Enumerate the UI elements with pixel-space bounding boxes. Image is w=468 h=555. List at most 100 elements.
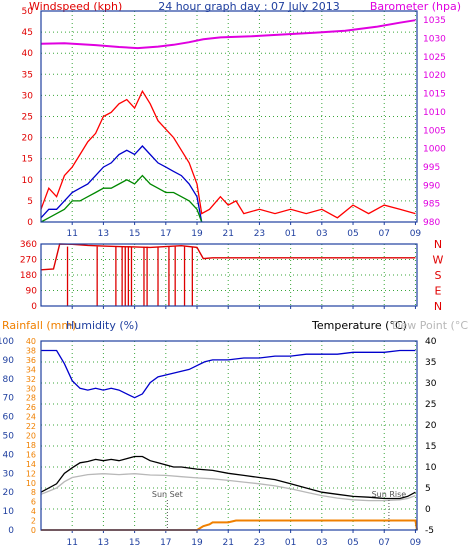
temp-tick-label: 5 xyxy=(425,484,431,494)
rain-tick-label: 4 xyxy=(31,507,36,516)
x-tick-label: 23 xyxy=(254,229,265,239)
humidity-tick-label: 30 xyxy=(3,469,15,479)
rain-tick-label: 40 xyxy=(26,337,36,346)
y2-tick-label: 1020 xyxy=(423,71,446,81)
rain-tick-label: 12 xyxy=(26,469,36,478)
temp-tick-label: -5 xyxy=(425,526,434,536)
temp-tick-label: 35 xyxy=(425,358,436,368)
rain-tick-label: 36 xyxy=(26,356,36,365)
series-rainfall xyxy=(41,519,418,531)
y-tick-label: 15 xyxy=(22,155,33,165)
humidity-tick-label: 80 xyxy=(3,375,15,385)
rain-tick-label: 24 xyxy=(26,413,36,422)
rainfall-axis-label: Rainfall (mm) xyxy=(2,319,76,332)
y-tick-label: 40 xyxy=(22,49,34,59)
x-tick-label: 05 xyxy=(347,538,358,548)
temp-tick-label: 30 xyxy=(425,379,437,389)
barometer-axis-label: Barometer (hpa) xyxy=(370,0,461,13)
y-tick-label: 360 xyxy=(20,240,37,250)
x-tick-label: 21 xyxy=(222,229,233,239)
x-tick-label: 15 xyxy=(129,229,140,239)
series-barometer xyxy=(40,19,416,50)
humidity-tick-label: 50 xyxy=(3,432,15,442)
rain-tick-label: 14 xyxy=(26,460,36,469)
direction-letter: W xyxy=(433,254,444,267)
y-tick-label: 0 xyxy=(27,218,33,228)
x-tick-label: 03 xyxy=(316,229,327,239)
temp-tick-label: 0 xyxy=(425,505,431,515)
series-wind-low xyxy=(40,174,203,223)
rain-tick-label: 28 xyxy=(26,394,36,403)
y-tick-label: 0 xyxy=(31,302,37,312)
y-tick-label: 180 xyxy=(20,271,37,281)
x-tick-label: 15 xyxy=(129,538,140,548)
y2-tick-label: 1005 xyxy=(423,126,446,136)
sunrise-label: Sun Rise xyxy=(372,490,407,499)
humidity-tick-label: 0 xyxy=(8,526,14,536)
wind-panel-frame xyxy=(40,10,418,223)
y-tick-label: 270 xyxy=(20,256,37,266)
rain-tick-label: 0 xyxy=(31,526,36,535)
direction-letter: N xyxy=(434,300,442,313)
rain-tick-label: 34 xyxy=(26,365,36,374)
temperature-axis-label: Temperature (°C) xyxy=(311,319,407,332)
y2-tick-label: 1030 xyxy=(423,35,446,45)
rain-tick-label: 6 xyxy=(31,498,36,507)
x-tick-label: 17 xyxy=(160,538,171,548)
x-tick-label: 07 xyxy=(379,229,390,239)
y-tick-label: 90 xyxy=(26,287,38,297)
dewpoint-axis-label: Dew Point (°C) xyxy=(392,319,468,332)
rain-tick-label: 38 xyxy=(26,346,36,355)
humidity-tick-label: 10 xyxy=(3,507,15,517)
y2-tick-label: 1000 xyxy=(423,145,446,155)
humidity-tick-label: 100 xyxy=(0,337,14,347)
y-tick-label: 30 xyxy=(22,91,34,101)
x-tick-label: 23 xyxy=(254,538,265,548)
y2-tick-label: 1035 xyxy=(423,16,446,26)
x-tick-label: 13 xyxy=(98,538,109,548)
x-tick-label: 09 xyxy=(410,538,422,548)
series-temperature xyxy=(40,455,416,500)
y2-tick-label: 980 xyxy=(423,218,440,228)
temp-tick-label: 20 xyxy=(425,421,437,431)
sunset-label: Sun Set xyxy=(152,490,183,499)
rain-tick-label: 10 xyxy=(26,479,36,488)
rain-tick-label: 8 xyxy=(31,488,36,497)
x-tick-label: 09 xyxy=(410,229,422,239)
humidity-axis-label: Humidity (%) xyxy=(66,319,138,332)
rain-tick-label: 16 xyxy=(26,450,36,459)
y2-tick-label: 1015 xyxy=(423,90,446,100)
rain-tick-label: 20 xyxy=(26,432,36,441)
x-tick-label: 07 xyxy=(379,538,390,548)
windspeed-axis-label: Windspeed (kph) xyxy=(29,0,122,13)
x-tick-label: 21 xyxy=(222,538,233,548)
series-wind-average xyxy=(40,145,203,223)
humidity-tick-label: 90 xyxy=(3,356,15,366)
wind-barometer-panel: 0510152025303540455098098599099510001005… xyxy=(22,7,447,239)
rain-tick-label: 32 xyxy=(26,375,36,384)
x-tick-label: 19 xyxy=(191,538,203,548)
humidity-tick-label: 70 xyxy=(3,394,15,404)
y-tick-label: 35 xyxy=(22,70,33,80)
temp-tick-label: 40 xyxy=(425,337,437,347)
rain-tick-label: 26 xyxy=(26,403,36,412)
series-dew-point xyxy=(40,473,416,502)
y-tick-label: 45 xyxy=(22,28,33,38)
y-tick-label: 10 xyxy=(22,176,34,186)
direction-letter: N xyxy=(434,238,442,251)
x-tick-label: 03 xyxy=(316,538,327,548)
temperature-humidity-panel: -505101520253035400102030405060708090100… xyxy=(0,337,437,548)
y-tick-label: 50 xyxy=(22,7,34,17)
rain-tick-label: 18 xyxy=(26,441,36,450)
series-humidity xyxy=(41,349,416,399)
y2-tick-label: 985 xyxy=(423,200,440,210)
rain-tick-label: 22 xyxy=(26,422,36,431)
direction-panel-frame xyxy=(40,243,418,307)
y-tick-label: 20 xyxy=(22,134,34,144)
y2-tick-label: 990 xyxy=(423,181,440,191)
series-gust xyxy=(40,89,416,219)
rain-tick-label: 2 xyxy=(31,517,36,526)
y2-tick-label: 995 xyxy=(423,163,440,173)
